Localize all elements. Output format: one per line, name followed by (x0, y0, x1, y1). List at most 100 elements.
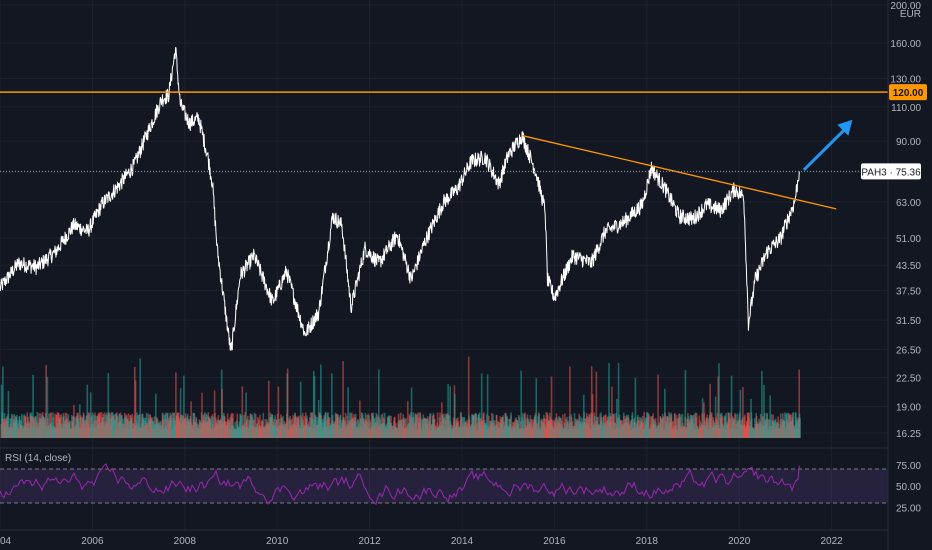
volume-bar (443, 417, 446, 438)
volume-bar (221, 389, 223, 438)
volume-bars (0, 356, 801, 438)
trendline[interactable] (521, 134, 837, 210)
volume-bar (467, 356, 470, 438)
level-badge-label: 120.00 (893, 88, 924, 99)
volume-bar (734, 414, 737, 438)
currency-label: EUR (900, 9, 921, 20)
time-tick-label: 2020 (728, 536, 751, 547)
volume-bar (371, 413, 373, 438)
volume-bar (388, 415, 391, 438)
price-tick-label: 22.50 (896, 374, 921, 385)
volume-bar (10, 413, 13, 438)
volume-bar (80, 415, 82, 438)
volume-bar (662, 416, 665, 438)
volume-bar (595, 371, 598, 438)
volume-bar (257, 417, 259, 438)
volume-bar (139, 358, 141, 438)
volume-bar (103, 412, 106, 438)
volume-bar (268, 380, 270, 438)
volume-bar (605, 414, 607, 438)
time-tick-label: 2022 (820, 536, 843, 547)
price-tick-label: 43.50 (896, 261, 921, 272)
volume-bar (436, 412, 439, 438)
volume-bar (113, 419, 116, 438)
volume-bar (2, 366, 4, 438)
volume-bar (616, 398, 618, 438)
rsi-tick-label: 50.00 (896, 482, 921, 493)
volume-bar (276, 413, 279, 438)
volume-bar (175, 372, 177, 438)
price-tick-label: 63.00 (896, 198, 921, 209)
volume-bar (368, 419, 371, 438)
volume-bar (588, 415, 591, 438)
volume-bar (7, 390, 10, 438)
rsi-axis-labels: 75.00 50.00 25.00 (896, 461, 921, 515)
volume-bar (286, 368, 289, 438)
volume-bar (320, 364, 322, 438)
price-tick-label: 130.00 (890, 74, 921, 85)
time-tick-label: 2008 (174, 536, 197, 547)
volume-bar (288, 417, 290, 438)
volume-bar (617, 362, 620, 438)
volume-bar (420, 417, 422, 438)
volume-bar (45, 364, 47, 438)
volume-bar (366, 415, 368, 438)
volume-bar (664, 412, 666, 438)
symbol-badge (861, 163, 921, 180)
volume-bar (116, 415, 118, 438)
rsi-pane[interactable]: RSI (14, close) (0, 453, 888, 506)
volume-bar (247, 415, 249, 438)
rsi-line[interactable] (0, 463, 800, 506)
volume-bar (488, 415, 490, 438)
volume-bar (299, 381, 302, 438)
volume-bar (631, 412, 634, 438)
time-axis[interactable]: 04 2006 2008 2010 2012 2014 2016 2018 2020 2022 (0, 536, 843, 547)
volume-bar (569, 366, 571, 438)
volume-bar (480, 373, 483, 438)
price-tick-label: 16.25 (896, 429, 921, 440)
price-series[interactable] (0, 47, 800, 351)
volume-bar (769, 395, 771, 438)
volume-bar (447, 384, 449, 438)
volume-bar (763, 385, 765, 438)
volume-bar (262, 412, 265, 438)
volume-bar (675, 415, 678, 438)
volume-bar (239, 414, 242, 438)
symbol-badge-label: PAH3 · 75.36 (861, 167, 921, 178)
volume-bar (88, 412, 91, 438)
volume-bar (407, 401, 409, 438)
volume-bar (761, 370, 763, 438)
volume-bar (657, 374, 659, 438)
arrow-head (837, 119, 853, 136)
time-tick-label: 2010 (266, 536, 289, 547)
volume-bar (73, 405, 75, 438)
volume-bar (701, 398, 704, 438)
price-tick-label: 110.00 (891, 103, 921, 114)
volume-bar (520, 370, 522, 438)
price-line[interactable] (0, 47, 800, 351)
volume-bar (611, 386, 613, 438)
volume-bar (378, 369, 380, 438)
volume-bar (163, 414, 166, 438)
rsi-tick-label: 75.00 (896, 461, 921, 472)
volume-bar (730, 375, 733, 438)
level-badge (889, 84, 927, 101)
volume-bar (733, 418, 735, 438)
axis-badges: 120.00 PAH3 · 75.36 (861, 84, 927, 180)
rsi-tick-label: 25.00 (896, 503, 921, 514)
volume-bar (475, 413, 477, 438)
volume-bar (748, 412, 750, 438)
volume-bar (709, 383, 711, 438)
volume-bar (0, 384, 3, 438)
time-tick-label: 04 (0, 536, 12, 547)
volume-bar (89, 392, 92, 438)
volume-bar (590, 366, 593, 438)
volume-bar (277, 386, 280, 438)
volume-bar (253, 412, 256, 438)
rsi-title: RSI (14, close) (5, 453, 71, 464)
volume-bar (410, 387, 413, 438)
volume-bar (190, 401, 192, 438)
volume-bar (244, 412, 246, 438)
